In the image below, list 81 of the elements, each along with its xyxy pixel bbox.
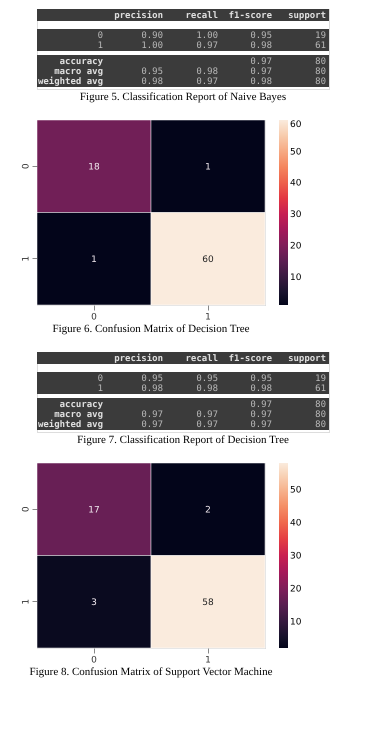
text: 0.97 [196,410,218,420]
text: 0.98 [250,77,272,87]
category-label: precision [114,353,163,364]
color-bar-label: 20 [290,584,302,595]
data-label: 18 [88,162,100,172]
category-label: support [288,354,326,364]
category-label: macro avg [54,67,103,77]
y-tick-label: 1 [22,256,32,262]
text: 19 [315,374,326,384]
text: 80 [315,57,326,67]
text: Figure 6. Confusion Matrix of Decision Tree [52,323,250,335]
data-label: 1 [205,162,211,172]
color-bar-label: 30 [290,210,302,220]
text: 0.95 [250,31,272,41]
text: 0.95 [141,374,163,384]
category-label: accuracy [60,57,103,67]
category-label: weighted avg [38,420,103,430]
text: 0.98 [250,41,272,51]
text: 1.00 [141,41,163,51]
color-bar-label: 50 [290,485,302,496]
text: 0.97 [250,57,272,67]
text: 19 [315,31,326,41]
category-label: precision [114,10,163,21]
category-label: weighted avg [38,77,103,87]
category-label: f1-score [228,354,273,364]
category-label: recall [185,354,218,364]
color-bar-label: 10 [290,272,302,283]
category-label: support [288,11,326,21]
text: 0.90 [141,31,163,41]
text: 0.97 [250,410,272,420]
y-tick-label: 1 [22,598,32,605]
color-bar-label: 60 [290,120,302,130]
text: 0.97 [250,400,272,410]
category-label: 0 [98,374,103,384]
text: 80 [315,410,326,420]
text: Figure 7. Classification Report of Decision Tree [77,434,289,446]
text: Figure 5. Classification Report of Naive Bayes [80,91,286,103]
color-bar-label: 30 [290,552,302,562]
text: 80 [315,67,326,77]
data-label: 17 [88,505,100,516]
y-tick-label: 0 [22,506,32,512]
text: 0.97 [250,420,272,430]
text: 1.00 [196,31,218,41]
text: 0.98 [141,384,163,394]
text: 80 [315,77,326,87]
data-label: 58 [202,598,214,608]
data-label: 3 [91,598,97,608]
data-label: 60 [202,254,214,265]
color-bar-label: 40 [290,518,302,528]
category-label: f1-score [228,11,273,21]
color-bar-label: 50 [290,147,302,158]
text: 0.97 [196,77,218,87]
text: 61 [315,384,326,394]
text: 0.95 [250,374,272,384]
category-label: 1 [98,41,103,51]
text: 0.97 [141,410,163,420]
text: 61 [315,41,326,51]
category-label: recall [185,11,218,21]
category-label: 0 [98,31,103,41]
text: 0.98 [196,67,218,77]
color-bar-label: 40 [290,178,302,189]
color-bar-label: 10 [290,618,302,628]
category-label: macro avg [54,410,103,420]
text: 0.97 [196,420,218,430]
text: 0.95 [196,374,218,384]
data-label: 1 [91,254,97,265]
category-label: 1 [98,384,103,394]
text: 80 [315,400,326,410]
text: 0.98 [196,384,218,394]
text: 0.97 [141,420,163,430]
text: Figure 8. Confusion Matrix of Support Vector Machine [30,666,273,678]
text: 0.98 [141,77,163,87]
text: 0.95 [141,67,163,77]
data-label: 2 [205,505,211,516]
color-bar-label: 20 [290,241,302,252]
text: 0.97 [250,67,272,77]
text: 80 [315,420,326,430]
category-label: accuracy [60,400,103,410]
text: 0.98 [250,384,272,394]
y-tick-label: 0 [22,163,32,170]
text: 0.97 [196,41,218,51]
